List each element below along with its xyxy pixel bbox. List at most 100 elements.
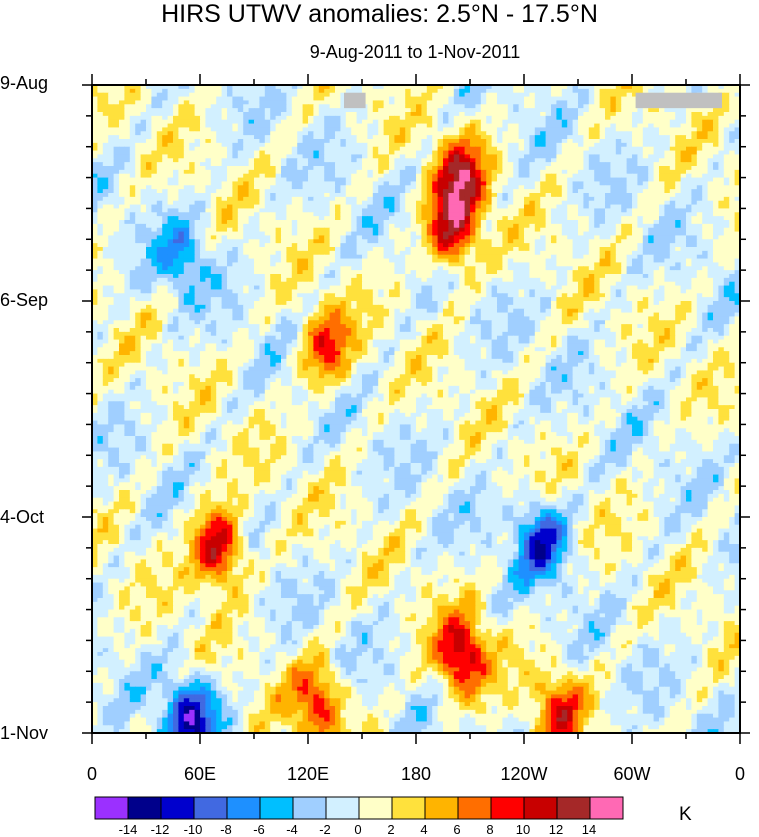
heatmap-cell [281,108,287,112]
heatmap-cell [578,112,584,116]
heatmap-cell [162,147,168,151]
heatmap-cell [238,162,244,166]
heatmap-cell [540,135,546,139]
heatmap-cell [146,100,152,104]
heatmap-cell [681,158,687,162]
heatmap-cell [697,143,703,147]
heatmap-cell [648,124,654,128]
heatmap-cell [270,154,276,158]
heatmap-cell [276,127,282,131]
heatmap-cell [211,174,217,178]
heatmap-cell [627,89,633,93]
heatmap-cell [119,143,125,147]
heatmap-cell [718,131,724,135]
heatmap-cell [583,97,589,101]
heatmap-cell [632,170,638,174]
heatmap-cell [189,100,195,104]
heatmap-cell [222,154,228,158]
heatmap-cell [513,104,519,108]
heatmap-cell [708,147,714,151]
heatmap-cell [427,147,433,151]
heatmap-cell [578,93,584,97]
heatmap-cell [362,116,368,120]
heatmap-cell [481,89,487,93]
heatmap-cell [551,151,557,155]
heatmap-cell [119,166,125,170]
heatmap-cell [281,93,287,97]
heatmap-cell [578,120,584,124]
heatmap-cell [135,135,141,139]
heatmap-cell [130,97,136,101]
heatmap-cell [254,170,260,174]
heatmap-cell [222,124,228,128]
heatmap-cell [648,131,654,135]
heatmap-cell [502,162,508,166]
heatmap-cell [573,104,579,108]
heatmap-cell [438,124,444,128]
heatmap-cell [222,112,228,116]
heatmap-cell [637,151,643,155]
heatmap-cell [232,127,238,131]
heatmap-cell [108,131,114,135]
heatmap-cell [303,162,309,166]
heatmap-cell [162,104,168,108]
heatmap-cell [205,89,211,93]
heatmap-cell [567,100,573,104]
heatmap-cell [713,131,719,135]
heatmap-cell [330,158,336,162]
heatmap-cell [551,116,557,120]
heatmap-cell [292,104,298,108]
heatmap-cell [448,139,454,143]
heatmap-cell [567,108,573,112]
heatmap-cell [697,139,703,143]
heatmap-cell [97,147,103,151]
heatmap-cell [97,93,103,97]
heatmap-cell [200,170,206,174]
heatmap-cell [297,112,303,116]
heatmap-cell [643,112,649,116]
heatmap-cell [216,139,222,143]
heatmap-cell [270,158,276,162]
heatmap-cell [621,112,627,116]
heatmap-cell [211,162,217,166]
heatmap-cell [562,93,568,97]
heatmap-cell [124,151,130,155]
heatmap-cell [319,151,325,155]
heatmap-cell [675,89,681,93]
heatmap-cell [222,100,228,104]
heatmap-cell [400,170,406,174]
heatmap-cell [681,112,687,116]
heatmap-cell [686,162,692,166]
heatmap-cell [443,124,449,128]
heatmap-cell [119,178,125,182]
heatmap-cell [276,116,282,120]
heatmap-cell [254,97,260,101]
heatmap-cell [643,154,649,158]
heatmap-cell [394,158,400,162]
heatmap-cell [384,151,390,155]
heatmap-cell [583,124,589,128]
heatmap-cell [519,89,525,93]
heatmap-cell [173,166,179,170]
heatmap-cell [589,127,595,131]
heatmap-cell [519,116,525,120]
heatmap-cell [405,147,411,151]
heatmap-cell [708,124,714,128]
heatmap-cell [151,131,157,135]
heatmap-cell [335,93,341,97]
heatmap-cell [616,112,622,116]
heatmap-cell [567,93,573,97]
heatmap-cell [297,135,303,139]
heatmap-cell [103,162,109,166]
heatmap-cell [103,100,109,104]
heatmap-cell [691,158,697,162]
heatmap-cell [605,127,611,131]
heatmap-cell [411,112,417,116]
heatmap-cell [146,162,152,166]
heatmap-cell [254,139,260,143]
heatmap-cell [438,170,444,174]
heatmap-cell [351,151,357,155]
heatmap-cell [173,100,179,104]
heatmap-cell [276,124,282,128]
heatmap-cell [621,89,627,93]
